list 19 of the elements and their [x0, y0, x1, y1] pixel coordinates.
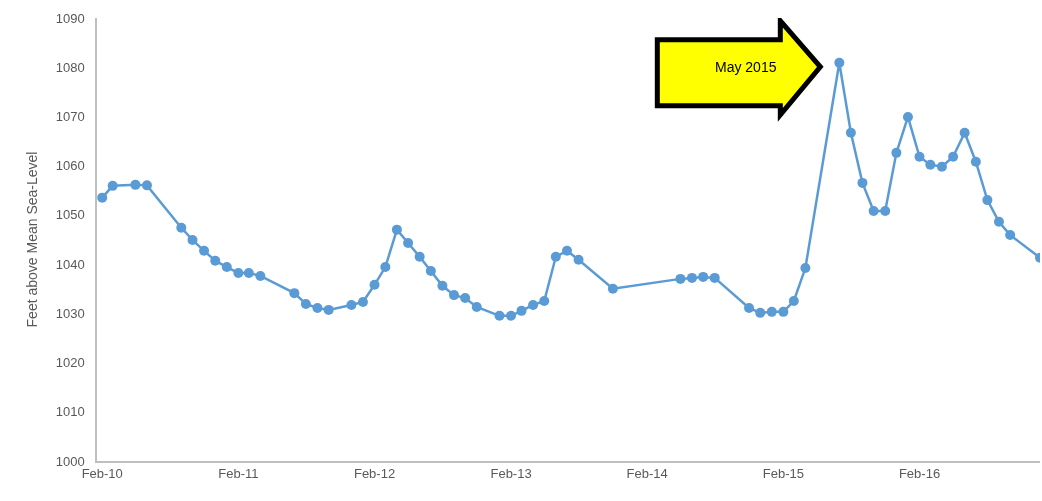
y-tick-label: 1060 [55, 158, 85, 174]
x-tick-label: Feb-10 [81, 466, 123, 482]
x-tick-label: Feb-12 [353, 466, 396, 482]
y-tick-label: 1000 [55, 453, 85, 469]
y-tick-label: 1010 [55, 404, 85, 420]
y-tick-label: 1020 [55, 355, 85, 371]
y-tick-label: 1030 [55, 305, 85, 321]
x-tick-label: Feb-15 [762, 466, 804, 482]
y-tick-label: 1090 [55, 10, 85, 26]
y-tick-label: 1080 [55, 59, 85, 75]
y-axis-title: Feet above Mean Sea-Level [23, 151, 40, 328]
x-tick-label: Feb-16 [898, 466, 941, 482]
y-tick-label: 1040 [55, 256, 85, 272]
x-tick-label: Feb-13 [490, 466, 532, 482]
x-tick-label: Feb-11 [218, 466, 259, 482]
y-tick-label: 1050 [55, 207, 85, 223]
annotation: May 2015 [715, 59, 777, 75]
y-tick-label: 1070 [55, 108, 85, 124]
x-tick-label: Feb-14 [626, 466, 668, 482]
